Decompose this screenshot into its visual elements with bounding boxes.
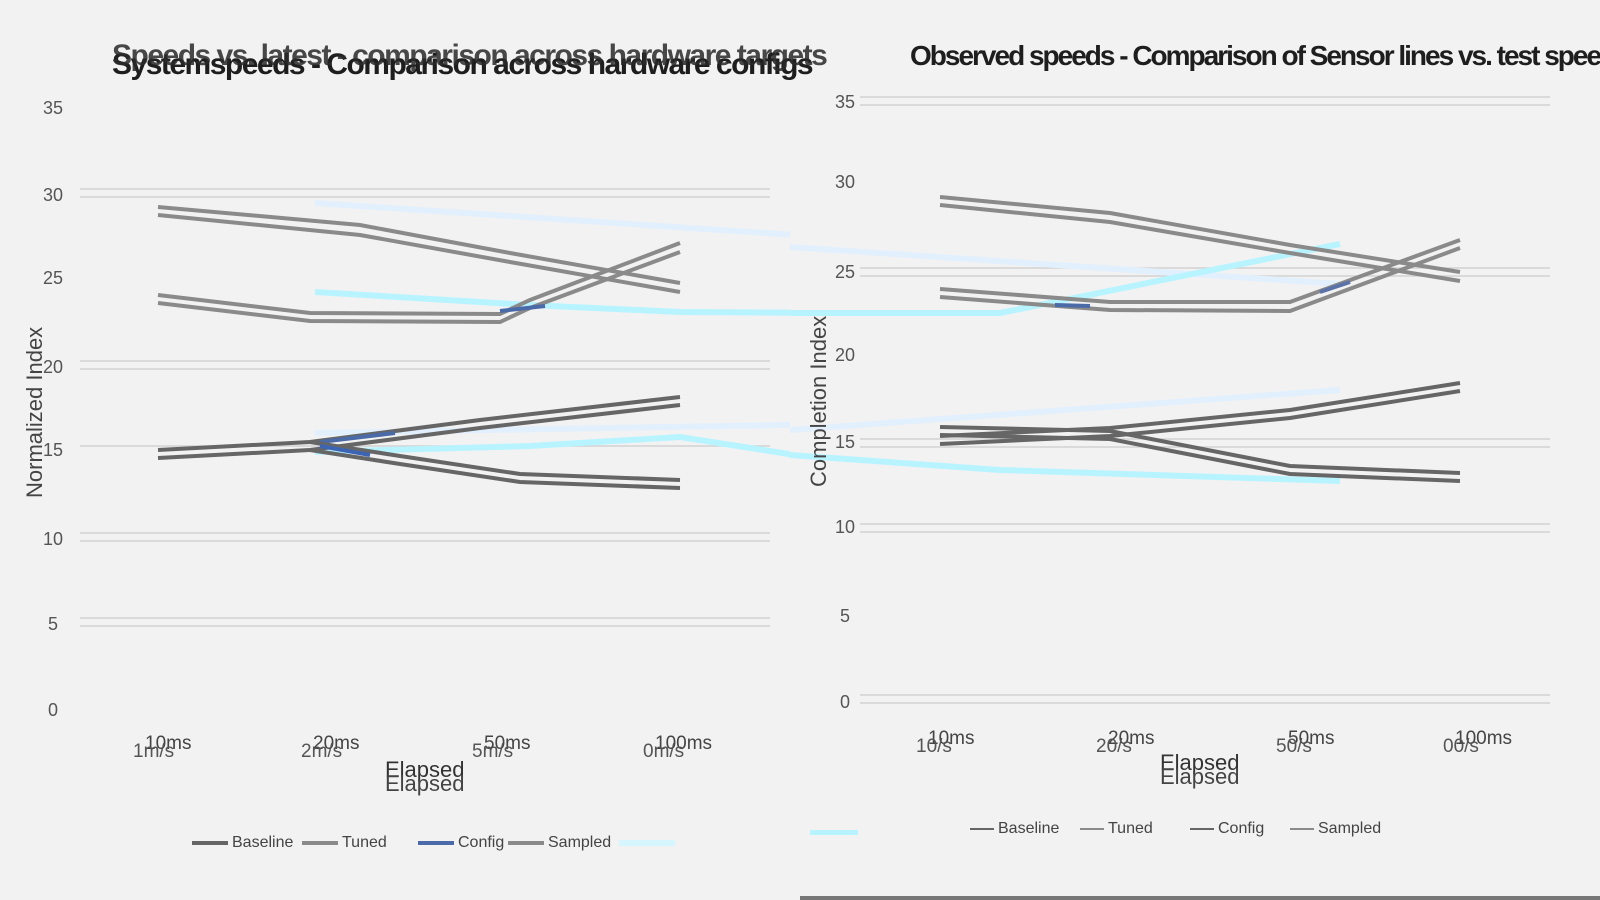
x-tick: 100ms 00/s	[1443, 728, 1513, 757]
chart-left: Systemspeeds - Comparison across hardwar…	[0, 0, 828, 900]
series-tuned	[939, 195, 1461, 283]
legend-item[interactable]: Config	[418, 834, 504, 852]
y-tick: 30	[834, 172, 856, 192]
legend-swatch	[1190, 828, 1214, 830]
y-tick: 35	[834, 92, 856, 112]
chart-plot-area	[80, 188, 790, 627]
series-cyan-upper	[790, 241, 1341, 316]
y-tick: 0	[839, 692, 850, 712]
legend-swatch	[1290, 828, 1314, 830]
series-baseline-highlight	[319, 431, 396, 444]
x-tick: 50ms 5m/s	[472, 733, 531, 762]
legend-swatch-cyan	[810, 830, 858, 835]
x-tick: 20ms 2m/s	[301, 733, 360, 762]
chart-title: Observed speeds - Comparison of Sensor l…	[910, 40, 1600, 71]
series-config-highlight	[499, 304, 546, 313]
y-tick: 15	[834, 432, 856, 452]
legend-swatch	[418, 841, 454, 845]
legend-swatch-cyan	[619, 840, 676, 846]
series-config-highlight	[1054, 303, 1091, 308]
x-tick: 20ms 20/s	[1096, 728, 1155, 757]
y-tick: 25	[42, 268, 64, 288]
legend-swatch	[192, 841, 228, 845]
series-baseline	[157, 395, 681, 460]
x-axis-label: Elapsed Elapsed	[385, 757, 465, 796]
series-config	[939, 238, 1461, 314]
y-tick: 5	[839, 606, 850, 626]
y-tick: 25	[834, 262, 856, 282]
legend-item[interactable]: Sampled	[508, 834, 676, 852]
series-lightblue-upper	[790, 244, 1341, 287]
series-lightblue-lower	[790, 387, 1341, 433]
y-tick: 5	[47, 614, 58, 634]
x-axis-label: Elapsed Elapsed	[1160, 750, 1240, 789]
series-cyan-lower	[790, 452, 1341, 484]
series-sampled	[309, 440, 681, 490]
y-tick: 10	[42, 529, 64, 549]
x-tick: 10ms 10/s	[916, 728, 975, 757]
y-tick: 20	[42, 357, 64, 377]
y-tick: 35	[42, 98, 64, 118]
legend-item[interactable]: Config	[1190, 820, 1264, 838]
legend-item[interactable]: Tuned	[302, 834, 387, 852]
chart-right: Observed speeds - Comparison of Sensor l…	[790, 0, 1600, 900]
legend-item[interactable]: Baseline	[970, 820, 1059, 838]
chart-plot-area	[790, 96, 1550, 704]
y-tick: 10	[834, 517, 856, 537]
chart-title-text: Systemspeeds - Comparison across hardwar…	[112, 48, 814, 81]
series-baseline	[939, 381, 1461, 446]
legend-swatch	[970, 828, 994, 830]
legend-swatch	[302, 841, 338, 845]
bottom-scrollbar[interactable]	[800, 896, 1600, 900]
series-cyan-lower	[314, 433, 790, 458]
series-config-highlight-2	[1319, 280, 1351, 294]
y-tick: 15	[42, 440, 64, 460]
x-tick: 50ms 50/s	[1276, 728, 1335, 757]
legend-item[interactable]: Baseline	[192, 834, 293, 852]
y-tick: 0	[47, 700, 58, 720]
chart-title-ghost: Speeds vs. latest - comparison across ha…	[112, 39, 828, 72]
chart-title: Systemspeeds - Comparison across hardwar…	[112, 39, 828, 82]
legend-item[interactable]: Tuned	[1080, 820, 1153, 838]
series-lightblue-upper	[314, 200, 790, 238]
legend-swatch	[508, 841, 544, 845]
series-cyan-upper	[314, 289, 790, 316]
gridlines	[80, 188, 770, 627]
legend-item[interactable]: Sampled	[1290, 820, 1381, 838]
legend-swatch	[1080, 828, 1104, 830]
y-tick: 20	[834, 345, 856, 365]
series-sampled	[939, 425, 1461, 483]
series-config	[157, 241, 681, 325]
series-sampled-highlight	[319, 444, 371, 457]
x-tick: 10ms 1m/s	[133, 733, 192, 762]
y-axis-label: Normalized Index	[22, 326, 47, 498]
y-tick: 30	[42, 185, 64, 205]
x-tick: 100ms 0m/s	[643, 733, 713, 762]
y-axis-label: Completion Index	[806, 315, 831, 487]
